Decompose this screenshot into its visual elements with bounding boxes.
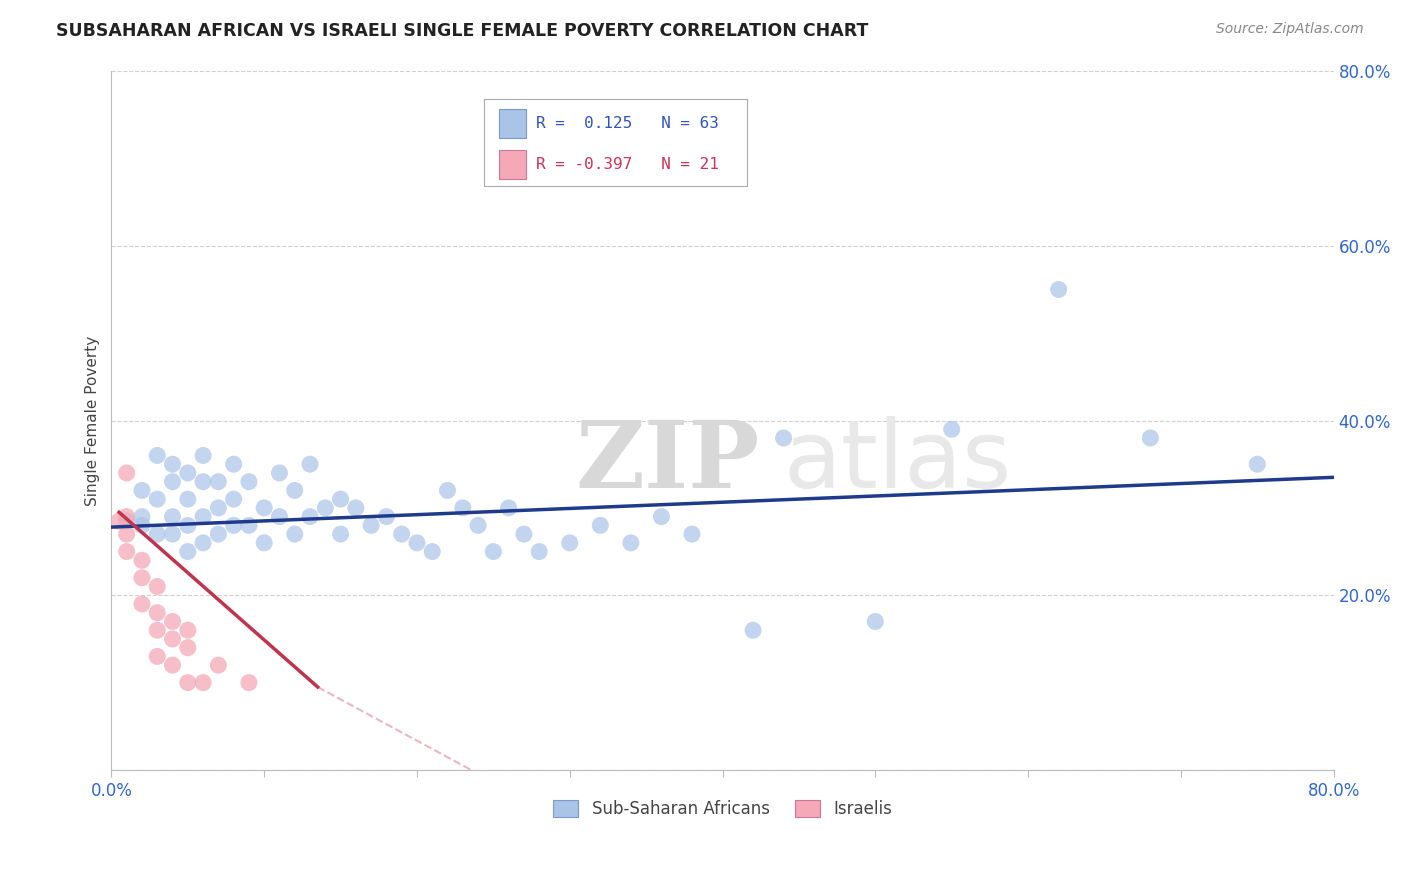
Point [222, 457, 245, 471]
Point [146, 449, 169, 463]
Point [299, 509, 322, 524]
Point [360, 518, 382, 533]
Point [131, 571, 153, 585]
Point [162, 475, 184, 489]
Point [865, 615, 887, 629]
Point [681, 527, 703, 541]
Point [1139, 431, 1161, 445]
Point [406, 536, 429, 550]
Point [115, 544, 138, 558]
Point [162, 615, 184, 629]
Text: atlas: atlas [783, 417, 1012, 508]
Point [344, 500, 367, 515]
Point [1047, 283, 1070, 297]
Point [191, 449, 214, 463]
Point [451, 500, 474, 515]
Point [222, 492, 245, 507]
Text: SUBSAHARAN AFRICAN VS ISRAELI SINGLE FEMALE POVERTY CORRELATION CHART: SUBSAHARAN AFRICAN VS ISRAELI SINGLE FEM… [56, 22, 869, 40]
Point [650, 509, 672, 524]
Point [589, 518, 612, 533]
FancyBboxPatch shape [499, 150, 526, 179]
Point [207, 475, 229, 489]
Point [146, 649, 169, 664]
Text: Source: ZipAtlas.com: Source: ZipAtlas.com [1216, 22, 1364, 37]
Point [177, 624, 200, 638]
Point [772, 431, 794, 445]
Point [513, 527, 536, 541]
Point [146, 606, 169, 620]
Point [191, 509, 214, 524]
Point [436, 483, 458, 498]
Point [131, 553, 153, 567]
Point [177, 492, 200, 507]
Point [177, 675, 200, 690]
Point [498, 500, 520, 515]
Point [222, 518, 245, 533]
FancyBboxPatch shape [499, 109, 526, 138]
Point [115, 509, 138, 524]
Point [284, 527, 307, 541]
Text: R =  0.125   N = 63: R = 0.125 N = 63 [536, 116, 718, 131]
Point [527, 544, 550, 558]
Point [108, 514, 131, 528]
Point [146, 624, 169, 638]
Point [131, 597, 153, 611]
Point [238, 475, 260, 489]
Point [191, 675, 214, 690]
Point [191, 475, 214, 489]
Legend: Sub-Saharan Africans, Israelis: Sub-Saharan Africans, Israelis [547, 793, 898, 824]
Point [238, 675, 260, 690]
Point [329, 527, 352, 541]
Point [375, 509, 398, 524]
Point [420, 544, 443, 558]
Point [941, 422, 963, 436]
Point [269, 466, 291, 480]
Point [1246, 457, 1268, 471]
Point [146, 527, 169, 541]
Point [177, 518, 200, 533]
Point [482, 544, 505, 558]
Point [467, 518, 489, 533]
Point [284, 483, 307, 498]
Point [146, 580, 169, 594]
Point [299, 457, 322, 471]
Text: R = -0.397   N = 21: R = -0.397 N = 21 [536, 157, 718, 172]
Point [131, 518, 153, 533]
Point [207, 527, 229, 541]
Point [253, 500, 276, 515]
Point [191, 536, 214, 550]
Point [115, 514, 138, 528]
Text: ZIP: ZIP [576, 417, 761, 508]
Point [177, 466, 200, 480]
Point [329, 492, 352, 507]
Point [238, 518, 260, 533]
Point [131, 483, 153, 498]
Point [558, 536, 581, 550]
Point [115, 527, 138, 541]
Point [162, 632, 184, 646]
Point [269, 509, 291, 524]
Point [162, 527, 184, 541]
Point [314, 500, 336, 515]
Point [620, 536, 643, 550]
Point [177, 544, 200, 558]
Point [162, 509, 184, 524]
Point [115, 466, 138, 480]
Point [162, 658, 184, 673]
Point [742, 624, 765, 638]
Point [207, 658, 229, 673]
Point [391, 527, 413, 541]
Point [131, 509, 153, 524]
Point [146, 492, 169, 507]
Y-axis label: Single Female Poverty: Single Female Poverty [86, 335, 100, 506]
Point [253, 536, 276, 550]
Point [162, 457, 184, 471]
Point [177, 640, 200, 655]
Point [207, 500, 229, 515]
FancyBboxPatch shape [484, 99, 747, 186]
